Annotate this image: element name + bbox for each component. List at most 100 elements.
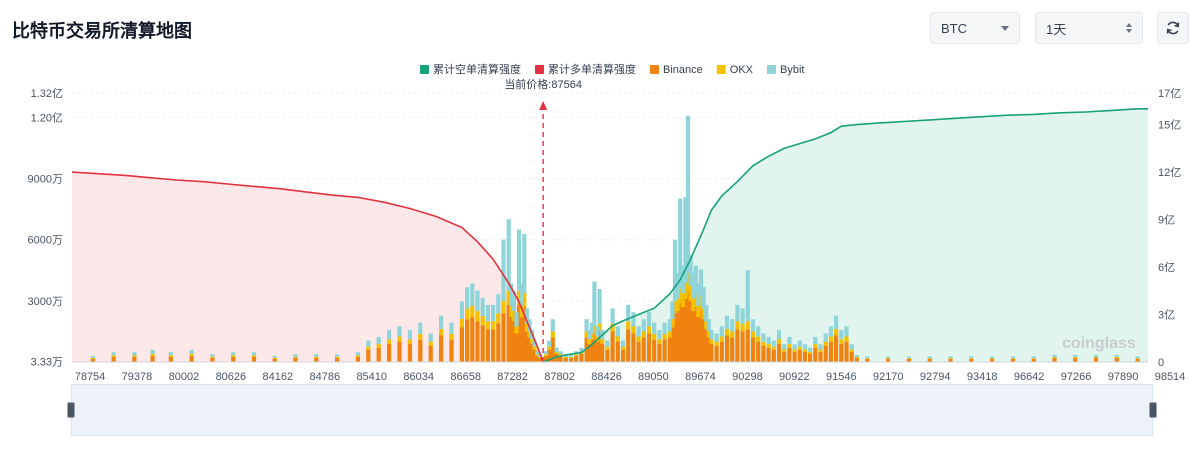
bar-binance [496,323,501,362]
bar-binance [698,309,704,362]
x-tick-label: 89674 [685,371,716,380]
bar-okx [808,351,813,354]
bar-okx [771,346,776,350]
bar-binance [592,333,597,362]
coin-select[interactable]: BTC [930,12,1020,44]
bar-binance [823,345,828,362]
bar-bybit [740,308,745,324]
bar-binance [1052,357,1057,362]
bar-bybit [594,326,600,337]
bar-okx [509,306,514,318]
bar-bybit [1135,356,1140,359]
bar-bybit [293,354,298,357]
bar-binance [407,343,412,362]
bar-okx [554,351,559,354]
refresh-button[interactable] [1157,12,1189,44]
bar-binance [701,319,706,362]
bar-bybit [797,340,802,347]
bar-okx [407,339,412,344]
bar-bybit [335,354,340,357]
x-tick-label: 80626 [216,371,247,380]
x-tick-label: 98514 [1155,371,1186,380]
bar-okx [397,336,402,342]
bar-bybit [641,319,646,332]
bar-binance [730,337,735,362]
bar-bybit [272,355,277,358]
bar-okx [802,349,807,352]
bar-bybit [231,352,236,356]
bar-bybit [948,356,953,359]
bar-okx [524,323,529,332]
bar-okx [1010,358,1015,359]
bar-binance [636,341,641,362]
legend-label: 累计空单清算强度 [433,62,521,76]
refresh-icon [1166,21,1180,35]
range-slider-right-handle[interactable] [1149,402,1157,418]
bar-binance [802,351,807,362]
bar-binance [1031,358,1036,362]
bar-binance [579,353,584,362]
bar-okx [730,331,735,338]
bar-binance [485,329,490,362]
bar-bybit [1114,354,1119,357]
bar-okx [517,290,522,305]
x-tick-label: 92170 [873,371,904,380]
bar-okx [251,355,257,357]
bar-binance [90,358,95,362]
bar-okx [854,356,859,358]
bar-binance [828,341,833,362]
bar-okx [459,318,464,328]
range-slider-left-handle[interactable] [67,402,75,418]
bar-okx [335,356,340,358]
bar-bybit [1073,354,1078,357]
range-slider-track[interactable] [71,384,1153,436]
bar-binance [397,341,402,362]
bar-binance [506,304,511,362]
bar-okx [685,272,691,291]
bar-okx [189,353,194,356]
bar-bybit [756,326,761,337]
bar-okx [511,311,516,322]
bar-bybit [675,272,680,299]
bar-bybit [818,344,823,350]
bar-binance [600,343,605,362]
bar-okx [584,331,589,338]
bar-okx [1052,356,1057,358]
bar-okx [1073,356,1078,358]
y-left-tick-label: 3.33万 [31,356,63,368]
bar-bybit [906,356,911,359]
bar-binance [537,357,542,362]
bar-binance [740,331,745,362]
bar-bybit [90,355,95,358]
bar-binance [511,321,516,362]
y-right-tick-label: 0 [1158,357,1164,369]
bar-binance [662,339,667,362]
bar-bybit [579,347,584,352]
bar-okx [514,326,519,334]
liquidation-chart: 3.33万 3000万 6000万 9000万 1.20亿 1.32亿 0 3亿 6亿 9亿 12亿… [28,62,1186,380]
bar-binance [792,351,797,362]
period-select[interactable]: 1天 [1035,12,1143,44]
bar-bybit [620,340,626,347]
bar-okx [704,321,709,330]
bar-binance [605,349,610,362]
bar-bybit [808,347,813,352]
bar-okx [610,323,615,332]
bar-okx [428,341,433,346]
bar-bybit [828,326,833,337]
bar-okx [418,333,423,340]
bar-bybit [428,333,433,342]
bar-binance [517,304,522,362]
bar-binance [387,343,392,362]
bar-okx [750,331,756,338]
x-tick-label: 90922 [779,371,810,380]
bar-bybit [706,319,711,332]
x-tick-label: 96642 [1014,371,1045,380]
bar-binance [428,345,433,362]
bar-bybit [189,349,194,354]
bar-bybit [439,315,444,329]
x-tick-label: 87282 [497,371,528,380]
legend-swatch [535,65,544,74]
bar-bybit [597,289,602,324]
bar-bybit [1093,354,1099,357]
